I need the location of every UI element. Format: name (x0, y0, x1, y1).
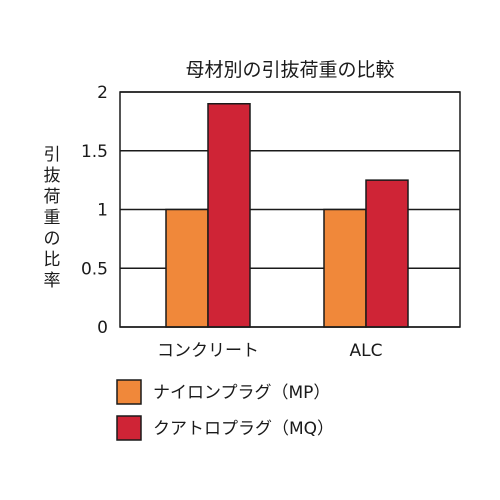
y-tick-label: 1 (97, 201, 108, 221)
y-axis-ticks: 0 0.5 1 1.5 2 (81, 83, 108, 338)
category-label: コンクリート (157, 341, 259, 361)
legend-label: クアトロプラグ（MQ） (153, 419, 334, 439)
y-tick-label: 2 (97, 83, 108, 103)
category-labels: コンクリート ALC (157, 341, 382, 361)
bar-mp-1 (323, 208, 367, 328)
legend-swatch (116, 415, 142, 441)
y-axis-label-char: 比 (44, 250, 61, 270)
legend-label: ナイロンプラグ（MP） (153, 383, 330, 403)
y-axis-label-char: の (44, 229, 61, 249)
y-tick-label: 0.5 (81, 259, 108, 279)
y-axis-label-char: 抜 (44, 166, 61, 186)
y-tick-label: 0 (97, 318, 108, 338)
y-axis-label-char: 重 (44, 208, 61, 228)
plot-frame (119, 91, 461, 328)
legend-swatch (116, 379, 142, 405)
bar-mq-0 (207, 103, 251, 328)
y-axis-label-char: 率 (44, 271, 61, 291)
chart-title: 母材別の引抜荷重の比較 (185, 59, 394, 81)
bar-mp-0 (165, 208, 209, 328)
y-axis-label-char: 引 (44, 145, 61, 165)
bars (165, 103, 409, 328)
y-axis-label-char: 荷 (44, 187, 61, 207)
legend: ナイロンプラグ（MP） クアトロプラグ（MQ） (116, 379, 334, 441)
bar-mq-1 (365, 179, 409, 328)
y-tick-label: 1.5 (81, 142, 108, 162)
category-label: ALC (350, 341, 383, 361)
